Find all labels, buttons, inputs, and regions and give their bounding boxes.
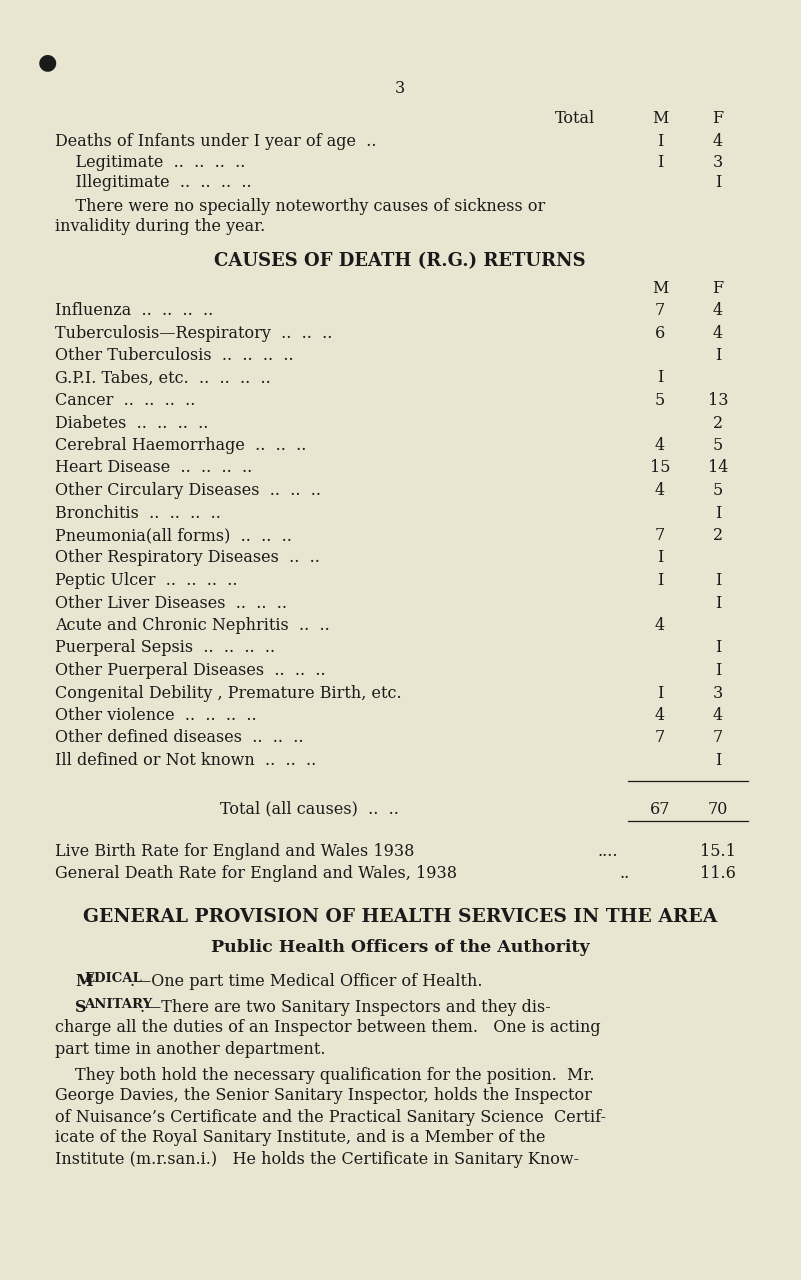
Text: 4: 4 (713, 133, 723, 150)
Text: General Death Rate for England and Wales, 1938: General Death Rate for England and Wales… (55, 864, 457, 882)
Text: I: I (657, 370, 663, 387)
Text: Other Puerperal Diseases  ..  ..  ..: Other Puerperal Diseases .. .. .. (55, 662, 326, 678)
Text: 2: 2 (713, 415, 723, 431)
Text: Live Birth Rate for England and Wales 1938: Live Birth Rate for England and Wales 19… (55, 842, 414, 859)
Text: Bronchitis  ..  ..  ..  ..: Bronchitis .. .. .. .. (55, 504, 221, 521)
Text: Other Circulary Diseases  ..  ..  ..: Other Circulary Diseases .. .. .. (55, 483, 321, 499)
Text: 11.6: 11.6 (700, 864, 736, 882)
Text: invalidity during the year.: invalidity during the year. (55, 218, 265, 236)
Text: I: I (714, 504, 721, 521)
Text: 15.1: 15.1 (700, 842, 736, 859)
Text: F: F (712, 280, 723, 297)
Text: 14: 14 (708, 460, 728, 476)
Text: 5: 5 (655, 392, 665, 410)
Text: I: I (714, 662, 721, 678)
Text: Total: Total (555, 110, 595, 127)
Text: Institute (m.r.san.i.)   He holds the Certificate in Sanitary Know-: Institute (m.r.san.i.) He holds the Cert… (55, 1151, 579, 1167)
Text: There were no specially noteworthy causes of sickness or: There were no specially noteworthy cause… (55, 198, 545, 215)
Text: Puerperal Sepsis  ..  ..  ..  ..: Puerperal Sepsis .. .. .. .. (55, 640, 275, 657)
Text: Cerebral Haemorrhage  ..  ..  ..: Cerebral Haemorrhage .. .. .. (55, 436, 306, 454)
Text: Congenital Debility , Premature Birth, etc.: Congenital Debility , Premature Birth, e… (55, 685, 401, 701)
Text: George Davies, the Senior Sanitary Inspector, holds the Inspector: George Davies, the Senior Sanitary Inspe… (55, 1088, 592, 1105)
Text: Other violence  ..  ..  ..  ..: Other violence .. .. .. .. (55, 707, 256, 724)
Text: Illegitimate  ..  ..  ..  ..: Illegitimate .. .. .. .. (55, 174, 252, 191)
Text: Other Liver Diseases  ..  ..  ..: Other Liver Diseases .. .. .. (55, 594, 287, 612)
Text: Public Health Officers of the Authority: Public Health Officers of the Authority (211, 938, 590, 955)
Text: ....: .... (598, 842, 618, 859)
Text: 4: 4 (655, 707, 665, 724)
Text: charge all the duties of an Inspector between them.   One is acting: charge all the duties of an Inspector be… (55, 1019, 601, 1037)
Text: I: I (657, 685, 663, 701)
Text: I: I (657, 549, 663, 567)
Text: 4: 4 (713, 325, 723, 342)
Text: 6: 6 (655, 325, 665, 342)
Text: 70: 70 (708, 800, 728, 818)
Text: I: I (657, 154, 663, 172)
Text: F: F (712, 110, 723, 127)
Text: .—One part time Medical Officer of Health.: .—One part time Medical Officer of Healt… (130, 973, 482, 989)
Text: I: I (714, 640, 721, 657)
Text: I: I (714, 594, 721, 612)
Text: 4: 4 (655, 436, 665, 454)
Text: of Nuisance’s Certificate and the Practical Sanitary Science  Certif-: of Nuisance’s Certificate and the Practi… (55, 1108, 606, 1125)
Text: Deaths of Infants under I year of age  ..: Deaths of Infants under I year of age .. (55, 133, 376, 150)
Text: S: S (75, 998, 87, 1015)
Text: 3: 3 (713, 685, 723, 701)
Text: 4: 4 (713, 302, 723, 319)
Text: 2: 2 (713, 527, 723, 544)
Text: ..: .. (620, 864, 630, 882)
Text: GENERAL PROVISION OF HEALTH SERVICES IN THE AREA: GENERAL PROVISION OF HEALTH SERVICES IN … (83, 909, 717, 927)
Text: .—There are two Sanitary Inspectors and they dis-: .—There are two Sanitary Inspectors and … (140, 998, 551, 1015)
Text: 7: 7 (655, 730, 665, 746)
Text: G.P.I. Tabes, etc.  ..  ..  ..  ..: G.P.I. Tabes, etc. .. .. .. .. (55, 370, 271, 387)
Text: 15: 15 (650, 460, 670, 476)
Text: Other Tuberculosis  ..  ..  ..  ..: Other Tuberculosis .. .. .. .. (55, 347, 294, 364)
Text: 4: 4 (655, 617, 665, 634)
Text: Heart Disease  ..  ..  ..  ..: Heart Disease .. .. .. .. (55, 460, 252, 476)
Text: part time in another department.: part time in another department. (55, 1041, 325, 1057)
Text: Ill defined or Not known  ..  ..  ..: Ill defined or Not known .. .. .. (55, 751, 316, 769)
Text: 3: 3 (395, 79, 405, 97)
Text: I: I (714, 347, 721, 364)
Text: EDICAL: EDICAL (84, 973, 142, 986)
Text: Tuberculosis—Respiratory  ..  ..  ..: Tuberculosis—Respiratory .. .. .. (55, 325, 332, 342)
Text: 4: 4 (655, 483, 665, 499)
Text: Total (all causes)  ..  ..: Total (all causes) .. .. (220, 800, 399, 818)
Text: M: M (75, 973, 93, 989)
Text: I: I (714, 572, 721, 589)
Text: Legitimate  ..  ..  ..  ..: Legitimate .. .. .. .. (55, 154, 245, 172)
Text: I: I (657, 133, 663, 150)
Text: I: I (657, 572, 663, 589)
Text: Influenza  ..  ..  ..  ..: Influenza .. .. .. .. (55, 302, 213, 319)
Text: I: I (714, 751, 721, 769)
Text: 5: 5 (713, 436, 723, 454)
Text: I: I (714, 174, 721, 191)
Text: M: M (652, 280, 668, 297)
Text: M: M (652, 110, 668, 127)
Text: Pneumonia(all forms)  ..  ..  ..: Pneumonia(all forms) .. .. .. (55, 527, 292, 544)
Text: ●: ● (38, 52, 58, 72)
Text: 13: 13 (708, 392, 728, 410)
Text: Acute and Chronic Nephritis  ..  ..: Acute and Chronic Nephritis .. .. (55, 617, 330, 634)
Text: Cancer  ..  ..  ..  ..: Cancer .. .. .. .. (55, 392, 195, 410)
Text: icate of the Royal Sanitary Institute, and is a Member of the: icate of the Royal Sanitary Institute, a… (55, 1129, 545, 1147)
Text: 7: 7 (655, 527, 665, 544)
Text: They both hold the necessary qualification for the position.  Mr.: They both hold the necessary qualificati… (75, 1066, 594, 1083)
Text: CAUSES OF DEATH (R.G.) RETURNS: CAUSES OF DEATH (R.G.) RETURNS (214, 252, 586, 270)
Text: Peptic Ulcer  ..  ..  ..  ..: Peptic Ulcer .. .. .. .. (55, 572, 238, 589)
Text: 7: 7 (713, 730, 723, 746)
Text: Other defined diseases  ..  ..  ..: Other defined diseases .. .. .. (55, 730, 304, 746)
Text: Other Respiratory Diseases  ..  ..: Other Respiratory Diseases .. .. (55, 549, 320, 567)
Text: 7: 7 (655, 302, 665, 319)
Text: Diabetes  ..  ..  ..  ..: Diabetes .. .. .. .. (55, 415, 208, 431)
Text: 3: 3 (713, 154, 723, 172)
Text: 67: 67 (650, 800, 670, 818)
Text: 5: 5 (713, 483, 723, 499)
Text: 4: 4 (713, 707, 723, 724)
Text: ANITARY: ANITARY (84, 998, 152, 1011)
